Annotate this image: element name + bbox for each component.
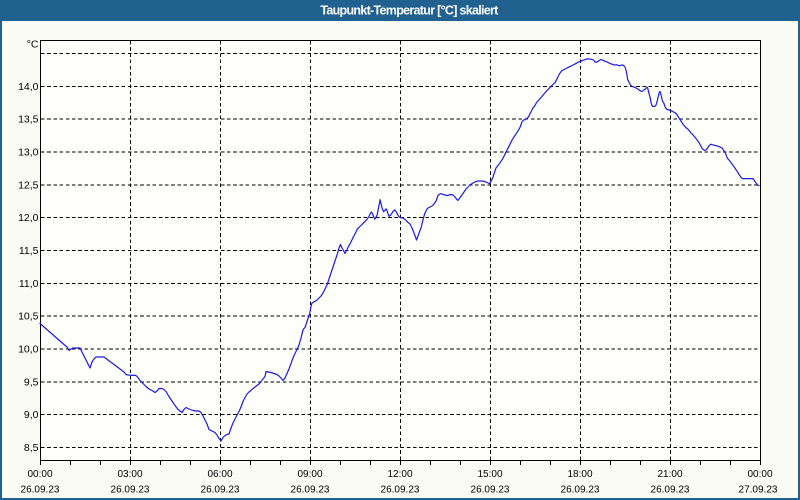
svg-text:12,0: 12,0 xyxy=(18,212,39,224)
svg-text:26.09.23: 26.09.23 xyxy=(561,485,600,496)
svg-text:9,0: 9,0 xyxy=(24,409,39,421)
svg-text:09:00: 09:00 xyxy=(297,469,322,480)
svg-text:13,5: 13,5 xyxy=(18,114,39,126)
svg-text:27.09.23: 27.09.23 xyxy=(739,485,778,496)
svg-text:18:00: 18:00 xyxy=(567,469,592,480)
svg-text:°C: °C xyxy=(27,39,39,51)
svg-text:13,0: 13,0 xyxy=(18,147,39,159)
svg-text:10,5: 10,5 xyxy=(18,311,39,323)
svg-text:14,0: 14,0 xyxy=(18,81,39,93)
svg-text:11,5: 11,5 xyxy=(19,245,39,257)
svg-text:26.09.23: 26.09.23 xyxy=(471,485,510,496)
svg-text:21:00: 21:00 xyxy=(657,469,682,480)
svg-text:12:00: 12:00 xyxy=(387,469,412,480)
svg-text:9,5: 9,5 xyxy=(24,376,39,388)
svg-text:10,0: 10,0 xyxy=(18,344,39,356)
svg-text:8,5: 8,5 xyxy=(24,442,39,454)
svg-text:26.09.23: 26.09.23 xyxy=(21,485,60,496)
svg-text:00:00: 00:00 xyxy=(747,469,772,480)
svg-text:15:00: 15:00 xyxy=(477,469,502,480)
svg-text:26.09.23: 26.09.23 xyxy=(291,485,330,496)
svg-text:03:00: 03:00 xyxy=(117,469,142,480)
svg-text:26.09.23: 26.09.23 xyxy=(201,485,240,496)
svg-text:26.09.23: 26.09.23 xyxy=(381,485,420,496)
svg-text:26.09.23: 26.09.23 xyxy=(651,485,690,496)
svg-text:Taupunkt-Temperatur [°C] skali: Taupunkt-Temperatur [°C] skaliert xyxy=(320,3,499,17)
svg-text:00:00: 00:00 xyxy=(27,469,52,480)
svg-text:11,0: 11,0 xyxy=(19,278,39,290)
svg-text:12,5: 12,5 xyxy=(18,179,39,191)
svg-text:06:00: 06:00 xyxy=(207,469,232,480)
svg-text:26.09.23: 26.09.23 xyxy=(111,485,150,496)
